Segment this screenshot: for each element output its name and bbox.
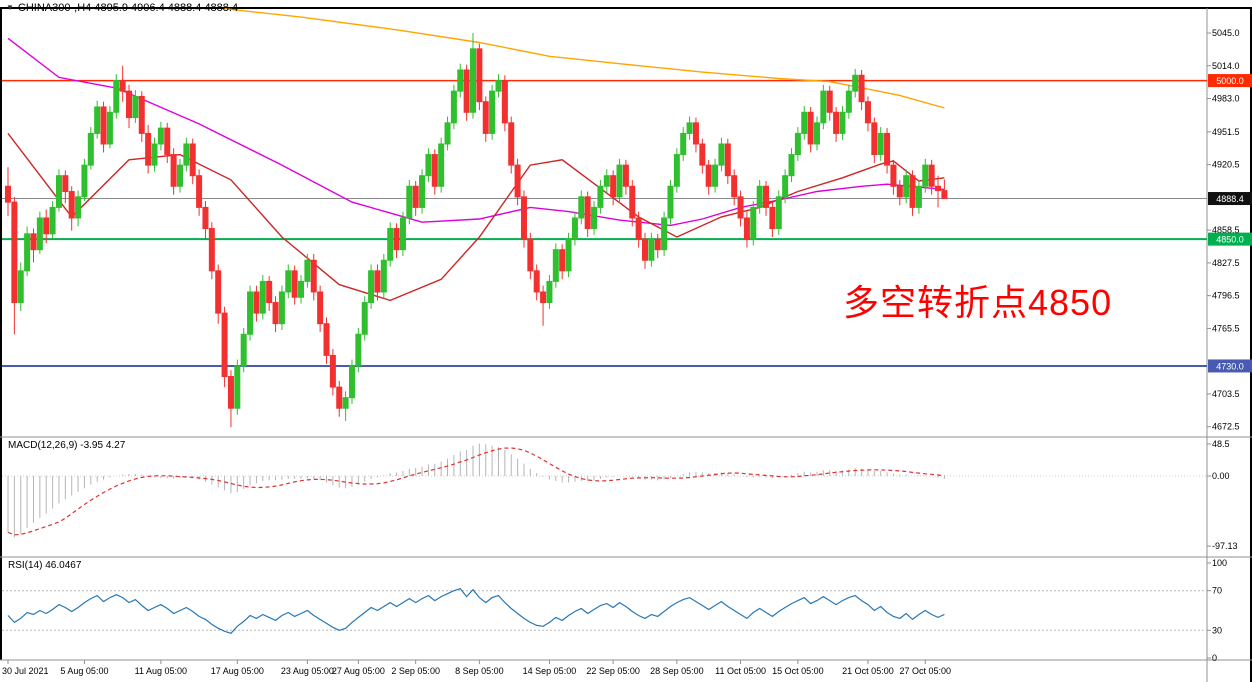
svg-text:15 Oct 05:00: 15 Oct 05:00	[772, 666, 824, 676]
svg-text:27 Oct 05:00: 27 Oct 05:00	[900, 666, 952, 676]
svg-text:4951.5: 4951.5	[1212, 127, 1240, 137]
svg-text:14 Sep 05:00: 14 Sep 05:00	[523, 666, 577, 676]
svg-text:4983.0: 4983.0	[1212, 94, 1240, 104]
rsi-indicator-label: RSI(14) 46.0467	[8, 560, 82, 571]
svg-text:4827.5: 4827.5	[1212, 258, 1240, 268]
svg-text:17 Aug 05:00: 17 Aug 05:00	[211, 666, 264, 676]
svg-text:4858.5: 4858.5	[1212, 225, 1240, 235]
svg-text:2 Sep 05:00: 2 Sep 05:00	[391, 666, 440, 676]
svg-text:11 Aug 05:00: 11 Aug 05:00	[135, 666, 187, 676]
svg-text:21 Oct 05:00: 21 Oct 05:00	[842, 666, 894, 676]
svg-text:4703.5: 4703.5	[1212, 389, 1240, 399]
symbol-ohlc-label: CHINA300-,H4 4895.9 4906.4 4888.4 4888.4	[17, 2, 239, 14]
svg-text:5045.0: 5045.0	[1212, 28, 1240, 38]
svg-text:5014.0: 5014.0	[1212, 61, 1240, 71]
svg-text:4730.0: 4730.0	[1216, 361, 1244, 371]
svg-text:23 Aug 05:00: 23 Aug 05:00	[281, 666, 334, 676]
svg-text:30: 30	[1212, 625, 1222, 635]
svg-text:4850.0: 4850.0	[1216, 235, 1244, 245]
svg-text:22 Sep 05:00: 22 Sep 05:00	[586, 666, 640, 676]
symbol-header: ▼ CHINA300-,H4 4895.9 4906.4 4888.4 4888…	[6, 2, 238, 14]
svg-text:5 Aug 05:00: 5 Aug 05:00	[60, 666, 108, 676]
macd-indicator-label: MACD(12,26,9) -3.95 4.27	[8, 440, 126, 451]
svg-text:-97.13: -97.13	[1212, 541, 1238, 551]
svg-text:4888.4: 4888.4	[1216, 194, 1244, 204]
svg-text:48.5: 48.5	[1212, 439, 1230, 449]
svg-text:4796.5: 4796.5	[1212, 291, 1240, 301]
svg-text:28 Sep 05:00: 28 Sep 05:00	[650, 666, 704, 676]
svg-text:27 Aug 05:00: 27 Aug 05:00	[332, 666, 385, 676]
svg-text:100: 100	[1212, 558, 1227, 568]
symbol-dropdown-icon[interactable]: ▼	[6, 3, 14, 12]
svg-text:4672.5: 4672.5	[1212, 422, 1240, 432]
svg-text:8 Sep 05:00: 8 Sep 05:00	[455, 666, 504, 676]
svg-text:11 Oct 05:00: 11 Oct 05:00	[715, 666, 766, 676]
svg-text:70: 70	[1212, 586, 1222, 596]
svg-text:4920.5: 4920.5	[1212, 160, 1240, 170]
svg-text:5000.0: 5000.0	[1216, 76, 1244, 86]
annotation-text: 多空转折点4850	[843, 282, 1113, 323]
svg-text:30 Jul 2021: 30 Jul 2021	[2, 666, 49, 676]
svg-text:0: 0	[1212, 653, 1217, 663]
svg-text:0.00: 0.00	[1212, 471, 1230, 481]
svg-text:4765.5: 4765.5	[1212, 323, 1240, 333]
